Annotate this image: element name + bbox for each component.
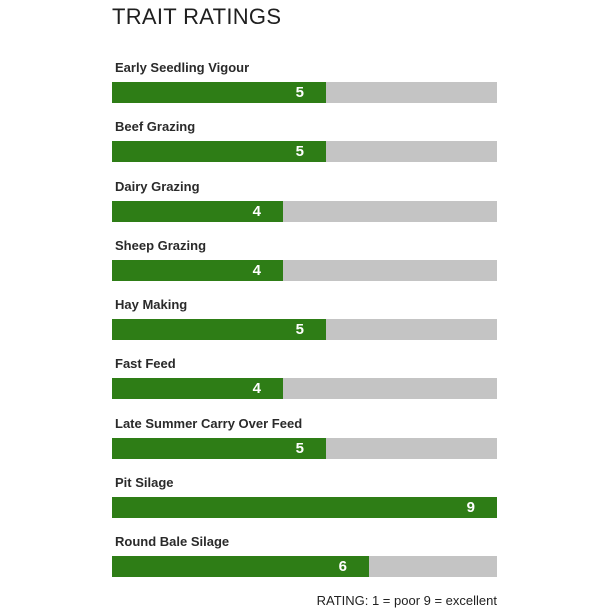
bar-track: 4 bbox=[112, 378, 497, 400]
rating-value-label: 4 bbox=[252, 380, 261, 398]
rating-bar: 4 bbox=[112, 259, 283, 281]
trait-row: Pit Silage 9 bbox=[112, 475, 497, 525]
rating-bar: 5 bbox=[112, 82, 326, 103]
trait-label: Fast Feed bbox=[115, 356, 176, 372]
bar-track: 9 bbox=[112, 496, 497, 518]
bar-track: 5 bbox=[112, 437, 497, 459]
trait-row: Early Seedling Vigour 5 bbox=[112, 60, 497, 110]
bar-track: 5 bbox=[112, 319, 497, 340]
bar-track: 4 bbox=[112, 200, 497, 222]
trait-label: Sheep Grazing bbox=[115, 237, 207, 253]
bar-track: 6 bbox=[112, 556, 497, 577]
trait-label: Early Seedling Vigour bbox=[115, 60, 250, 75]
rating-value-label: 5 bbox=[295, 143, 304, 161]
rating-value-label: 6 bbox=[338, 558, 347, 575]
trait-row: Beef Grazing 5 bbox=[112, 119, 497, 169]
rating-value-label: 4 bbox=[252, 202, 261, 220]
trait-label: Late Summer Carry Over Feed bbox=[115, 415, 303, 431]
trait-row: Fast Feed 4 bbox=[112, 356, 497, 406]
rating-bar: 4 bbox=[112, 200, 283, 222]
rating-bar: 6 bbox=[112, 556, 369, 577]
rating-scale-legend: RATING: 1 = poor 9 = excellent bbox=[316, 593, 497, 608]
trait-row: Late Summer Carry Over Feed 5 bbox=[112, 416, 497, 466]
rating-value-label: 5 bbox=[295, 321, 304, 338]
trait-label: Round Bale Silage bbox=[115, 534, 230, 549]
rating-value-label: 9 bbox=[466, 498, 475, 516]
trait-label: Dairy Grazing bbox=[115, 178, 200, 194]
rating-bar: 4 bbox=[112, 378, 283, 400]
bar-track: 5 bbox=[112, 82, 497, 103]
trait-row: Sheep Grazing 4 bbox=[112, 238, 497, 288]
trait-row: Round Bale Silage 6 bbox=[112, 534, 497, 584]
rating-value-label: 5 bbox=[295, 84, 304, 101]
rating-bar: 5 bbox=[112, 437, 326, 459]
bar-track: 5 bbox=[112, 141, 497, 163]
trait-row: Dairy Grazing 4 bbox=[112, 179, 497, 229]
bar-track: 4 bbox=[112, 259, 497, 281]
trait-label: Pit Silage bbox=[115, 474, 174, 490]
trait-row: Hay Making 5 bbox=[112, 297, 497, 347]
trait-label: Hay Making bbox=[115, 297, 188, 312]
rating-value-label: 5 bbox=[295, 439, 304, 457]
trait-label: Beef Grazing bbox=[115, 119, 196, 135]
rating-value-label: 4 bbox=[252, 261, 261, 279]
rating-bar: 9 bbox=[112, 496, 497, 518]
rating-bar: 5 bbox=[112, 319, 326, 340]
chart-title: TRAIT RATINGS bbox=[112, 4, 282, 29]
rating-bar: 5 bbox=[112, 141, 326, 163]
